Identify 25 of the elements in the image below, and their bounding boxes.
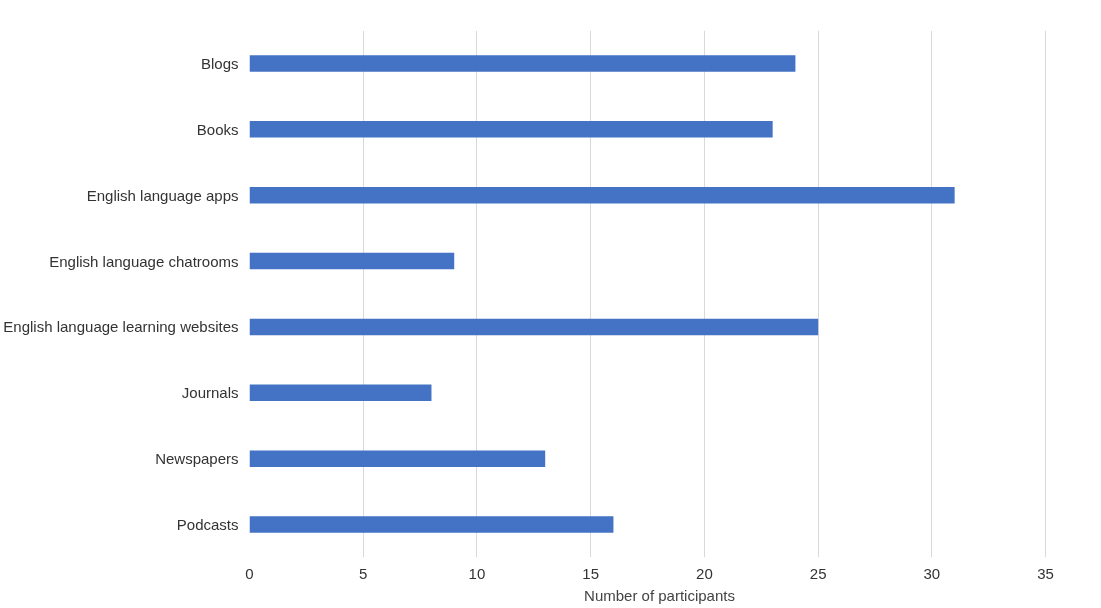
bar bbox=[249, 55, 796, 72]
bar bbox=[249, 450, 546, 467]
x-axis-title: Number of participants bbox=[584, 586, 735, 604]
y-tick-label: English language learning websites bbox=[3, 318, 239, 336]
bar bbox=[249, 516, 614, 533]
bar bbox=[249, 252, 455, 270]
x-tick-label: 0 bbox=[245, 564, 254, 582]
bar bbox=[249, 384, 432, 402]
bar bbox=[249, 186, 955, 204]
bar bbox=[249, 121, 773, 138]
x-tick-label: 15 bbox=[582, 564, 600, 582]
x-tick-label: 5 bbox=[359, 564, 368, 582]
y-tick-label: Books bbox=[196, 120, 239, 138]
y-tick-label: English language chatrooms bbox=[49, 252, 239, 270]
x-tick-label: 35 bbox=[1037, 564, 1054, 582]
y-tick-label: English language apps bbox=[86, 186, 239, 204]
x-tick-label: 25 bbox=[809, 564, 827, 582]
y-tick-label: Journals bbox=[181, 384, 239, 402]
bar bbox=[249, 318, 819, 336]
y-tick-label: Blogs bbox=[200, 54, 239, 72]
x-tick-label: 30 bbox=[923, 564, 941, 582]
x-tick-label: 20 bbox=[696, 564, 713, 582]
x-tick-label: 10 bbox=[468, 564, 486, 582]
y-tick-label: Newspapers bbox=[155, 450, 239, 468]
y-tick-label: Podcasts bbox=[176, 516, 239, 534]
